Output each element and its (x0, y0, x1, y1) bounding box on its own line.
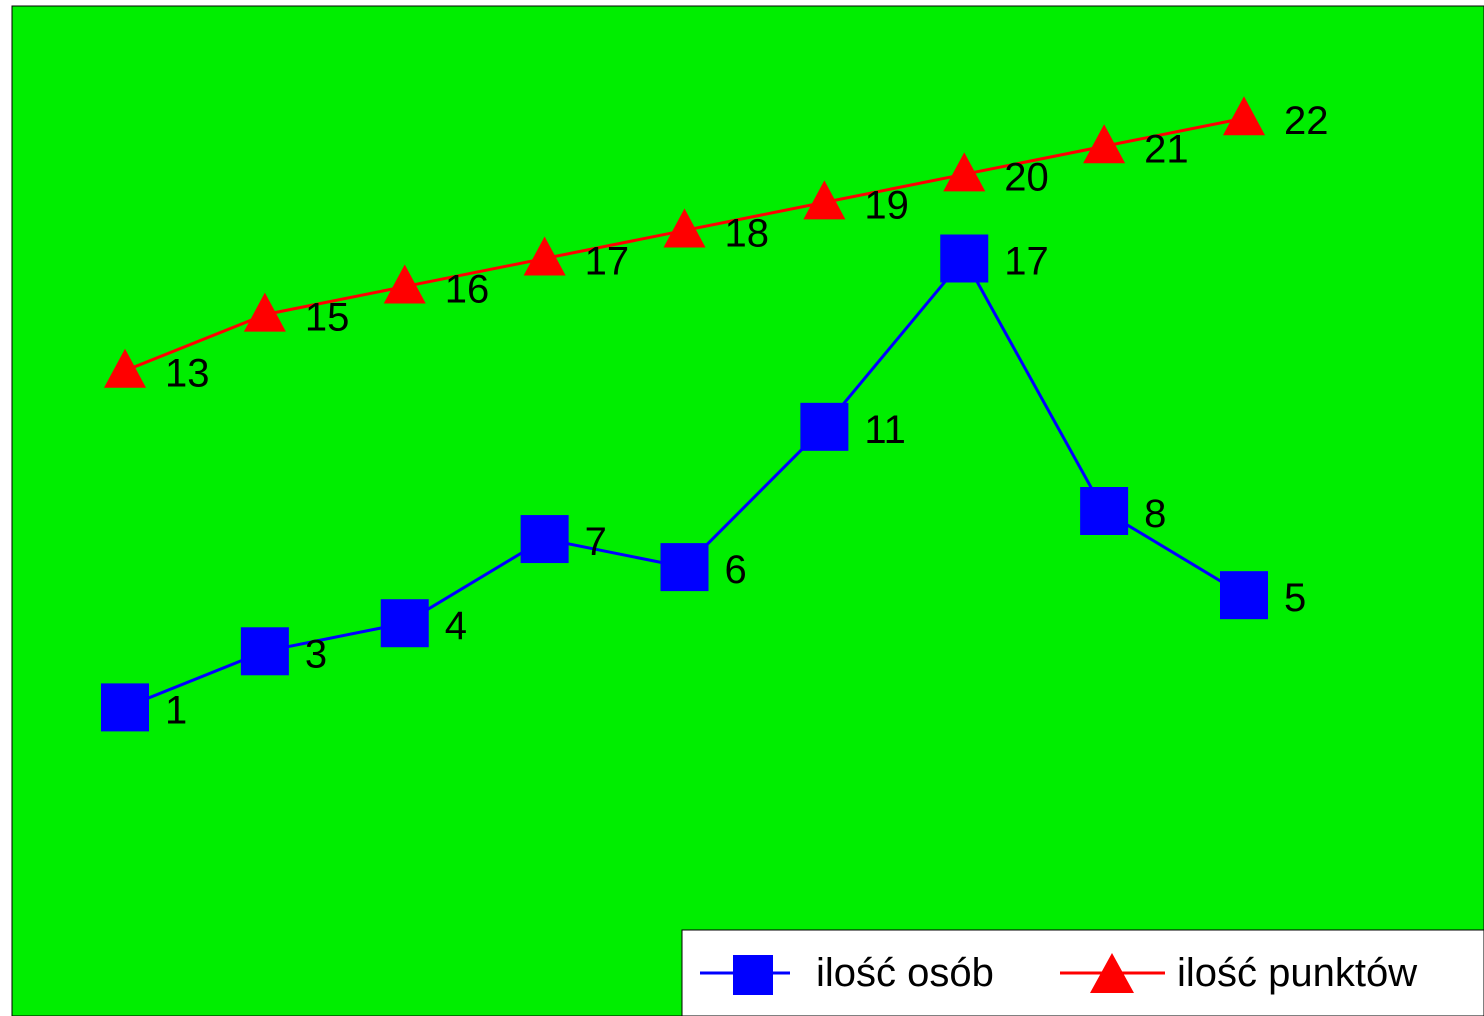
data-point-square (520, 515, 569, 564)
data-label: 21 (1144, 127, 1189, 171)
data-point-triangle (104, 348, 146, 388)
data-label: 5 (1284, 576, 1306, 620)
data-label: 15 (305, 296, 350, 340)
data-point-square (660, 543, 709, 592)
data-label: 7 (585, 520, 607, 564)
data-point-triangle (803, 180, 846, 220)
data-label: 4 (445, 604, 467, 648)
legend-label: ilość punktów (1177, 951, 1417, 995)
series-layer (101, 96, 1268, 732)
data-point-triangle (1223, 96, 1265, 136)
data-point-triangle (943, 152, 986, 192)
data-label: 18 (725, 211, 770, 255)
data-label: 3 (305, 632, 327, 676)
data-label: 1 (165, 688, 187, 732)
legend: ilość osób ilość punktów (681, 929, 1484, 1016)
data-point-triangle (663, 208, 706, 248)
data-point-square (380, 599, 429, 648)
legend-square-marker (733, 955, 773, 995)
plot-background (11, 5, 1484, 1016)
data-label: 8 (1144, 492, 1166, 536)
data-label: 11 (864, 408, 906, 452)
data-label: 6 (725, 548, 747, 592)
data-point-square (101, 683, 149, 732)
data-point-square (240, 627, 289, 676)
data-point-square (940, 234, 989, 283)
data-label: 20 (1004, 155, 1049, 199)
data-label: 19 (864, 183, 909, 227)
data-point-square (1080, 487, 1129, 535)
data-label: 17 (1004, 240, 1049, 284)
data-point-square (800, 402, 849, 451)
data-label: 16 (445, 268, 490, 312)
data-label: 13 (165, 352, 210, 396)
data-point-triangle (243, 292, 286, 332)
data-point-square (1220, 571, 1268, 620)
data-label: 22 (1284, 99, 1329, 143)
legend-triangle-marker (1090, 953, 1134, 993)
data-point-triangle (383, 264, 426, 304)
data-label: 17 (585, 240, 630, 284)
data-point-triangle (523, 236, 566, 276)
data-point-triangle (1083, 124, 1126, 164)
legend-label: ilość osób (816, 951, 994, 995)
